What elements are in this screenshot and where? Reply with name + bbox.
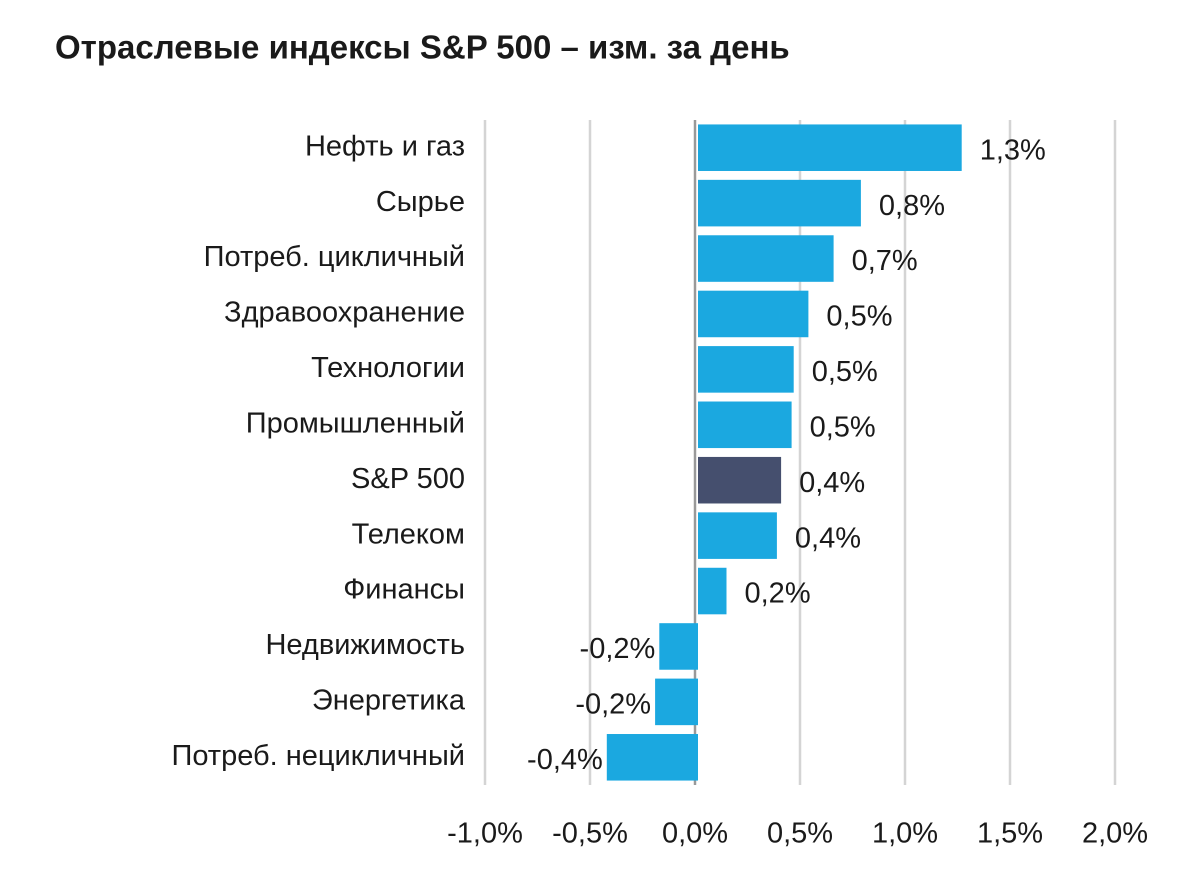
value-label: 0,4% [799, 467, 865, 499]
bar [698, 401, 792, 449]
bar [698, 179, 861, 227]
chart-title: Отраслевые индексы S&P 500 – изм. за ден… [55, 29, 790, 66]
category-label: Нефть и газ [305, 130, 465, 162]
category-label: S&P 500 [351, 463, 465, 495]
category-label: Энергетика [312, 685, 466, 717]
x-tick-label: -0,5% [552, 818, 628, 850]
x-tick-label: 0,0% [662, 818, 728, 850]
bar [698, 235, 834, 282]
value-label: 0,4% [795, 522, 861, 554]
value-label: 0,7% [852, 245, 918, 277]
bar [698, 290, 809, 338]
value-label: 0,2% [745, 578, 811, 610]
value-label: -0,4% [527, 744, 603, 776]
category-label: Технологии [311, 352, 465, 384]
category-label: Финансы [343, 574, 465, 606]
value-label: 0,5% [810, 411, 876, 443]
x-tick-label: 0,5% [767, 818, 833, 850]
bar [698, 567, 727, 615]
category-label: Потреб. нецикличный [171, 740, 465, 772]
value-label: 1,3% [980, 134, 1046, 166]
category-label: Телеком [352, 518, 465, 550]
bar [698, 512, 777, 559]
x-tick-label: -1,0% [447, 818, 523, 850]
x-tick-label: 2,0% [1082, 818, 1148, 850]
category-label: Недвижимость [265, 629, 465, 661]
category-label: Промышленный [246, 407, 465, 439]
bar [698, 124, 962, 171]
category-label: Здравоохранение [224, 297, 465, 329]
bar [606, 734, 698, 781]
x-tick-label: 1,0% [872, 818, 938, 850]
x-tick-label: 1,5% [977, 818, 1043, 850]
value-label: 0,5% [826, 301, 892, 333]
category-label: Потреб. цикличный [204, 241, 465, 273]
value-label: 0,5% [812, 356, 878, 388]
bar [655, 678, 698, 726]
value-label: -0,2% [580, 633, 656, 665]
bar [659, 623, 698, 670]
value-label: 0,8% [879, 190, 945, 222]
bar [698, 346, 794, 393]
value-label: -0,2% [575, 689, 651, 721]
bar [698, 456, 782, 504]
category-label: Сырье [376, 186, 465, 218]
